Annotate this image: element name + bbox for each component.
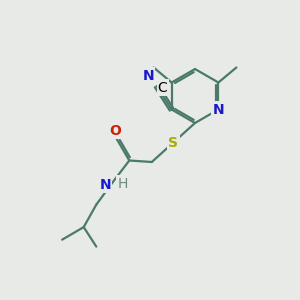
Text: S: S [168,136,178,149]
Text: N: N [142,69,154,82]
Text: N: N [100,178,111,191]
Text: N: N [213,103,224,116]
Text: H: H [117,177,128,190]
Text: O: O [109,124,121,137]
Text: C: C [158,81,167,94]
